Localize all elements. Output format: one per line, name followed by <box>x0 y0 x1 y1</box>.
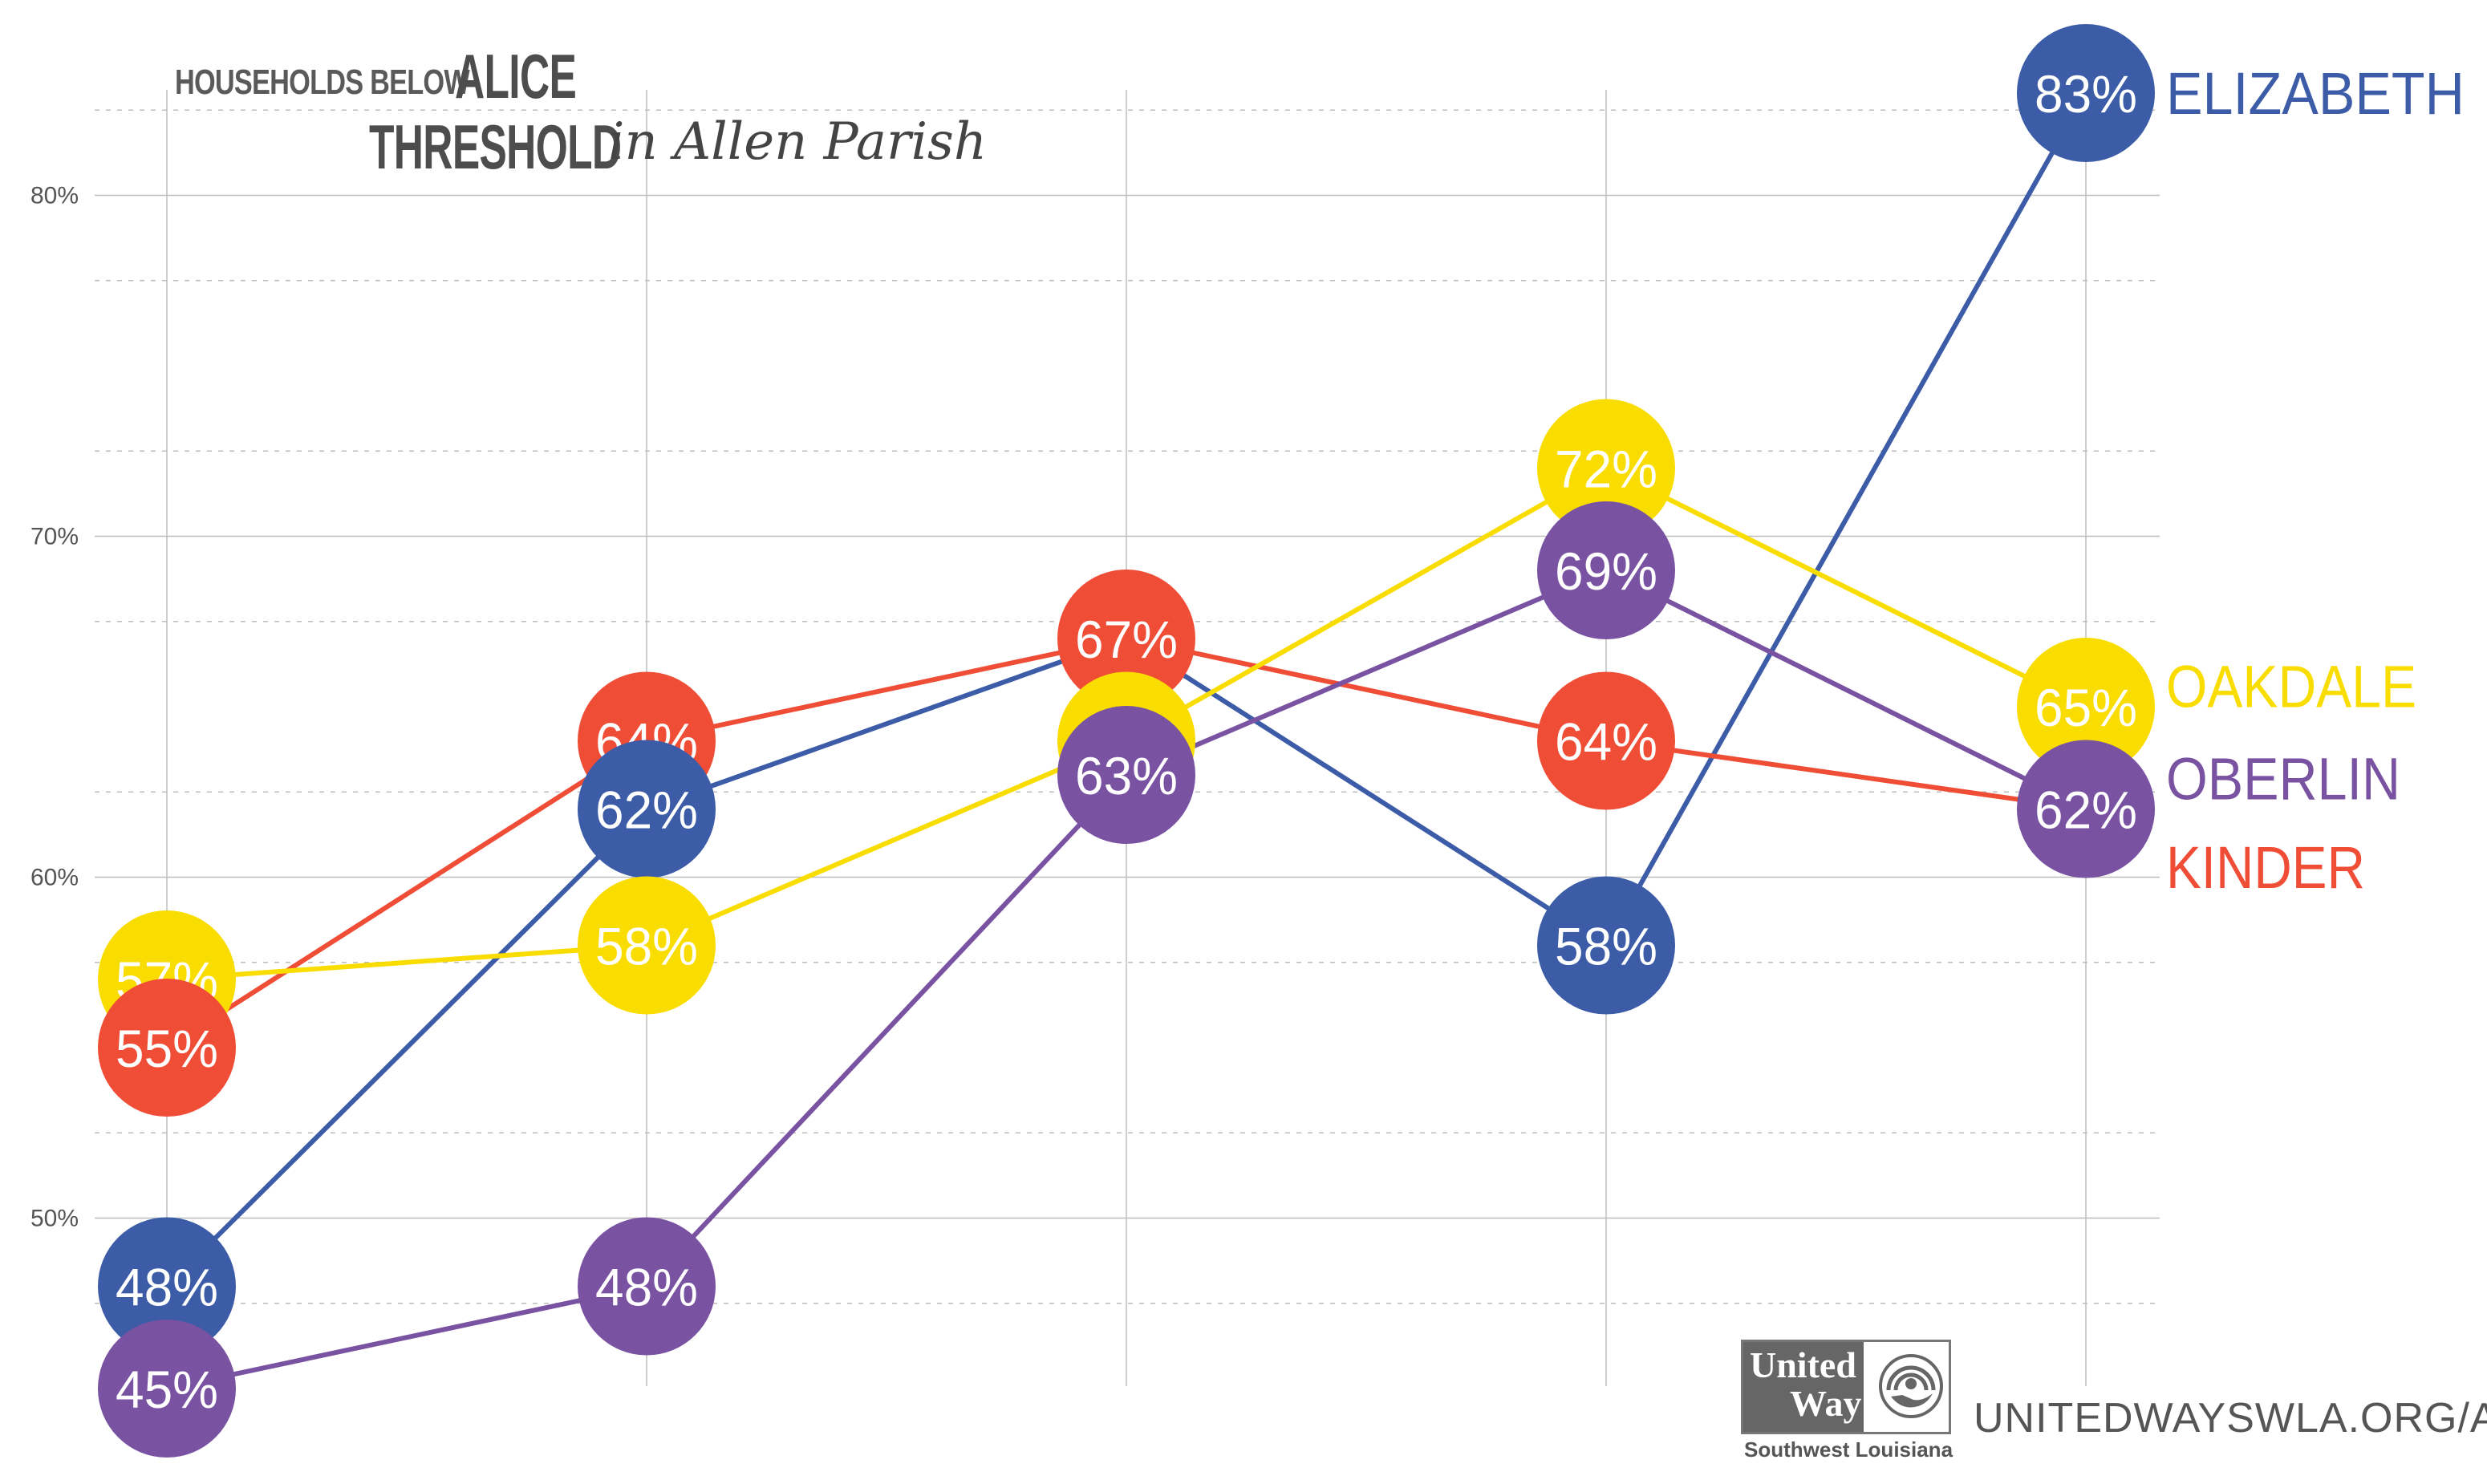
point-circle <box>1537 876 1675 1015</box>
data-label: 58% <box>595 917 698 976</box>
point-oberlin-1: 48% <box>578 1217 716 1356</box>
data-label: 65% <box>2035 678 2137 737</box>
title-alice: ALICE <box>455 41 577 112</box>
point-kinder-3: 64% <box>1537 671 1675 810</box>
logo-text-way: Way <box>1790 1383 1862 1424</box>
point-circle <box>1057 570 1195 708</box>
y-tick-label: 70% <box>30 524 79 550</box>
data-label: 83% <box>2035 64 2137 124</box>
point-circle <box>578 740 716 878</box>
y-tick-labels: 50% 60% 70% 80% <box>30 183 79 1232</box>
point-circle <box>2017 638 2155 776</box>
point-elizabeth-4: 83% <box>2017 24 2155 162</box>
helping-hand-icon <box>1879 1354 1943 1418</box>
y-tick-label: 80% <box>30 183 79 209</box>
point-oakdale-1: 58% <box>578 876 716 1015</box>
point-elizabeth-3: 58% <box>1537 876 1675 1015</box>
legend-label-kinder: KINDER <box>2166 834 2365 901</box>
point-oakdale-3: 72% <box>1537 399 1675 537</box>
data-label: 69% <box>1555 541 1657 601</box>
point-circle <box>98 1320 236 1458</box>
point-circle <box>1537 501 1675 639</box>
legend: ELIZABETH OAKDALE OBERLIN KINDER <box>2166 60 2465 901</box>
point-circle <box>1537 399 1675 537</box>
point-circle <box>2017 740 2155 878</box>
legend-label-elizabeth: ELIZABETH <box>2166 60 2465 127</box>
data-label: 48% <box>116 1258 218 1317</box>
footer-url: UNITEDWAYSWLA.ORG/ALICE <box>1974 1395 2487 1441</box>
y-tick-label: 50% <box>30 1206 79 1232</box>
point-circle <box>578 1217 716 1356</box>
point-oberlin-4: 62% <box>2017 740 2155 878</box>
data-label: 62% <box>595 781 698 840</box>
logo-frame: United Way <box>1741 1340 1951 1434</box>
logo-subtitle: Southwest Louisiana <box>1744 1437 1953 1462</box>
united-way-logo: United Way Southwest Louisiana <box>1741 1340 1958 1468</box>
logo-wordmark-bg: United Way <box>1743 1342 1864 1432</box>
data-label: 48% <box>595 1258 698 1317</box>
point-oberlin-3: 69% <box>1537 501 1675 639</box>
title-location: in Allen Parish <box>608 112 988 172</box>
data-label: 58% <box>1555 917 1657 976</box>
chart-title: HOUSEHOLDS BELOW ALICE THRESHOLD in Alle… <box>168 39 1051 183</box>
legend-label-oberlin: OBERLIN <box>2166 745 2400 812</box>
title-households-below: HOUSEHOLDS BELOW <box>175 63 470 102</box>
data-label: 55% <box>116 1019 218 1078</box>
y-tick-label: 60% <box>30 865 79 891</box>
data-label: 72% <box>1555 440 1657 499</box>
point-circle <box>98 979 236 1117</box>
point-circle <box>2017 24 2155 162</box>
point-oakdale-4: 65% <box>2017 638 2155 776</box>
point-circle <box>578 876 716 1015</box>
data-label: 67% <box>1075 610 1178 669</box>
legend-label-oakdale: OAKDALE <box>2166 654 2416 720</box>
data-label: 62% <box>2035 781 2137 840</box>
point-elizabeth-1: 62% <box>578 740 716 878</box>
data-points: 57%55%48%45%64%62%58%48%67%64%63%72%69%6… <box>98 24 2155 1458</box>
logo-text-united: United <box>1750 1344 1856 1385</box>
point-elizabeth-0: 48% <box>98 1217 236 1356</box>
point-oberlin-2: 63% <box>1057 706 1195 844</box>
point-circle <box>1537 671 1675 810</box>
point-kinder-2: 67% <box>1057 570 1195 708</box>
title-threshold: THRESHOLD <box>369 112 622 182</box>
point-circle <box>1057 706 1195 844</box>
point-oberlin-0: 45% <box>98 1320 236 1458</box>
data-label: 45% <box>116 1360 218 1419</box>
data-label: 64% <box>1555 712 1657 772</box>
data-label: 63% <box>1075 746 1178 805</box>
point-kinder-0: 55% <box>98 979 236 1117</box>
point-circle <box>98 1217 236 1356</box>
